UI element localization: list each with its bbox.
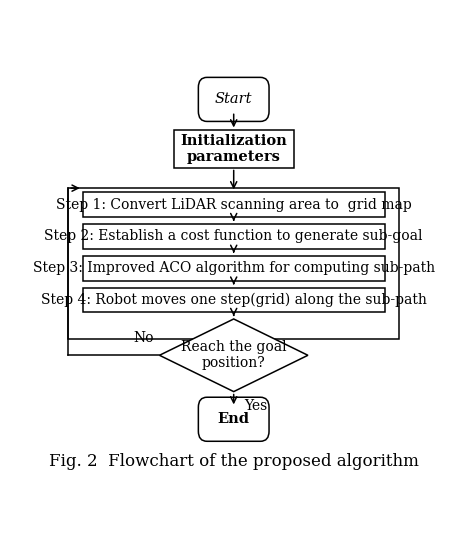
Text: No: No	[133, 331, 154, 345]
Bar	[82, 192, 384, 217]
Text: Yes: Yes	[244, 399, 267, 413]
Bar	[82, 288, 384, 312]
Bar	[173, 130, 293, 167]
Bar	[68, 188, 398, 339]
Text: Step 2: Establish a cost function to generate sub-goal: Step 2: Establish a cost function to gen…	[44, 229, 422, 243]
Text: Fig. 2  Flowchart of the proposed algorithm: Fig. 2 Flowchart of the proposed algorit…	[49, 453, 418, 470]
Text: End: End	[217, 412, 249, 426]
Text: Step 4: Robot moves one step(grid) along the sub-path: Step 4: Robot moves one step(grid) along…	[40, 293, 426, 307]
Bar	[82, 224, 384, 249]
Text: Step 1: Convert LiDAR scanning area to  grid map: Step 1: Convert LiDAR scanning area to g…	[56, 198, 411, 212]
FancyBboxPatch shape	[198, 397, 268, 441]
Text: Initialization
parameters: Initialization parameters	[180, 134, 287, 164]
Bar	[82, 256, 384, 280]
Text: Step 3: Improved ACO algorithm for computing sub-path: Step 3: Improved ACO algorithm for compu…	[33, 261, 434, 275]
Polygon shape	[159, 319, 307, 392]
Text: Start: Start	[214, 92, 252, 107]
FancyBboxPatch shape	[198, 77, 268, 122]
Text: Reach the goal
position?: Reach the goal position?	[181, 340, 286, 370]
